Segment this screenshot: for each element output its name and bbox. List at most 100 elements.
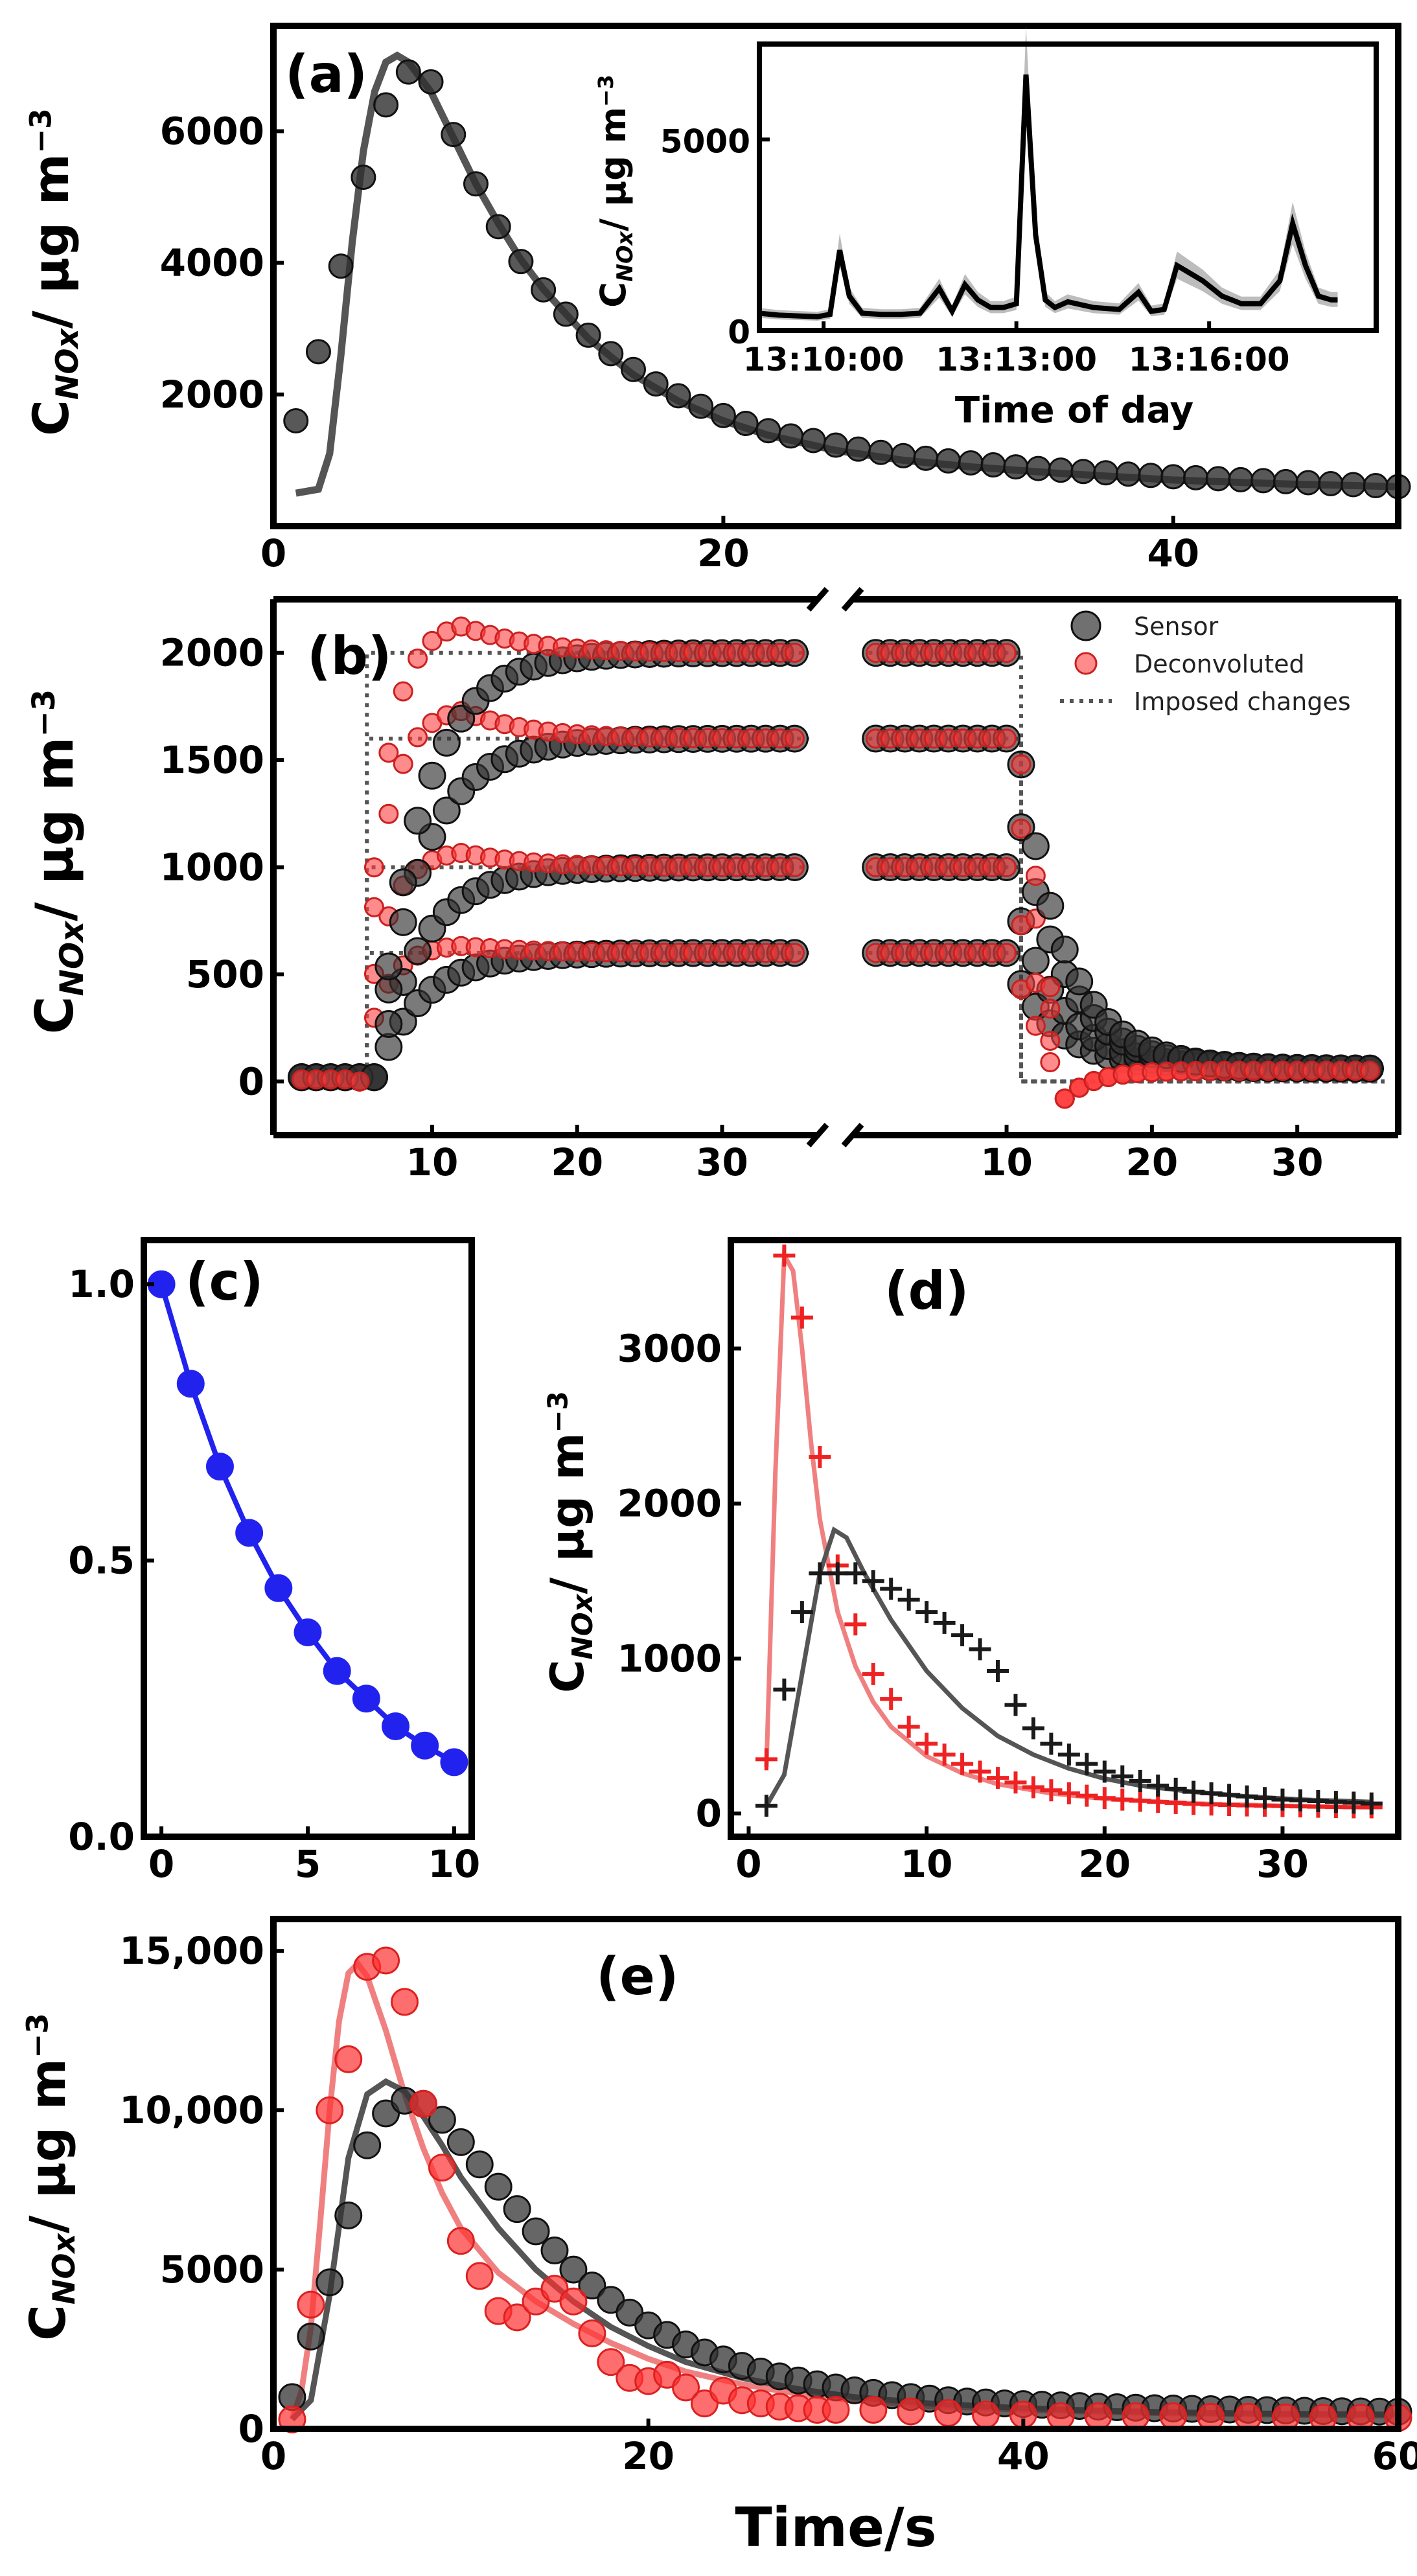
sensor-point	[1250, 468, 1276, 494]
y-tick-label: 5000	[660, 122, 750, 160]
y-axis-label: CNOx/ μg m−3	[541, 1391, 599, 1693]
sensor-point	[374, 1033, 403, 1061]
sensor-point	[485, 214, 511, 240]
weight-point	[323, 1657, 351, 1685]
sensor-point	[374, 975, 403, 1004]
sensor-point	[432, 728, 461, 757]
sensor-point	[374, 952, 403, 981]
y-axis-label: CNOx/ μg m−3	[22, 108, 86, 436]
deconvoluted-point	[409, 2089, 437, 2118]
deconvoluted-point	[363, 857, 384, 878]
weight-point	[205, 1453, 234, 1481]
sensor-point	[418, 69, 444, 95]
inset-x-axis-label: Time of day	[955, 389, 1193, 431]
sensor-marker	[880, 1578, 903, 1600]
sensor-marker	[1093, 1760, 1116, 1783]
deconvoluted-point	[363, 897, 384, 917]
deconvoluted-point	[334, 2045, 363, 2073]
sensor-point	[540, 2237, 569, 2265]
y-tick-label: 15,000	[119, 1929, 264, 1973]
deconvoluted-point	[997, 728, 1017, 749]
sensor-point	[283, 408, 309, 433]
deconvoluted-marker	[916, 1732, 938, 1755]
sensor-point	[823, 432, 849, 458]
legend-label: Deconvoluted	[1134, 650, 1305, 678]
deconvoluted-point	[1025, 866, 1046, 886]
x-tick-label: 20	[551, 1140, 603, 1184]
sensor-point	[868, 439, 893, 465]
deconvoluted-marker	[773, 1244, 796, 1267]
y-tick-label: 500	[186, 952, 264, 996]
legend-marker-deconvoluted	[1074, 652, 1098, 675]
plot-frame	[728, 1237, 1401, 1840]
sensor-point	[1070, 459, 1096, 485]
sensor-point	[553, 301, 579, 327]
panel-a: 0 20 40 2000 4000 6000 CNOx/ μg m−3 (a) 13:10:00…	[22, 23, 1411, 575]
x-tick-label: 30	[696, 1140, 748, 1184]
deconvoluted-marker	[880, 1688, 903, 1710]
deconvoluted-point	[391, 1988, 419, 2016]
deconvoluted-point	[784, 943, 805, 963]
panel-label: (e)	[596, 1946, 678, 2007]
deconvoluted-marker	[1057, 1782, 1080, 1805]
deconvoluted-marker	[844, 1613, 867, 1636]
sensor-point	[374, 1010, 403, 1039]
sensor-point	[328, 253, 354, 279]
x-tick-label: 13:16:00	[1129, 341, 1290, 378]
y-tick-label: 10,000	[119, 2088, 264, 2132]
deconvoluted-point	[784, 643, 805, 663]
deconvoluted-point	[897, 2397, 925, 2426]
deconvoluted-point	[784, 728, 805, 749]
sensor-point	[373, 92, 399, 118]
sensor-marker	[1004, 1694, 1027, 1716]
panel-label: (a)	[285, 44, 367, 104]
sensor-point	[778, 423, 804, 449]
sensor-point	[484, 2172, 513, 2201]
sensor-point	[1021, 832, 1050, 860]
deconvoluted-marker	[755, 1748, 778, 1771]
x-tick-label: 0	[260, 2434, 286, 2478]
sensor-point	[404, 807, 432, 835]
deconvoluted-marker	[1076, 1784, 1098, 1807]
deconvoluted-point	[378, 803, 399, 824]
sensor-marker	[969, 1638, 991, 1661]
deconvoluted-point	[1040, 998, 1061, 1019]
x-tick-label: 20	[1126, 1140, 1179, 1184]
sensor-marker	[916, 1601, 938, 1624]
sensor-point	[733, 411, 759, 437]
sensor-point	[446, 2128, 475, 2156]
deconvoluted-point	[1040, 1052, 1061, 1073]
deconvoluted-point	[971, 2400, 1000, 2429]
deconvoluted-point	[997, 643, 1017, 663]
deconvoluted-point	[1359, 1061, 1380, 1081]
deconvoluted-point	[1040, 1030, 1061, 1051]
sensor-point	[334, 2201, 363, 2229]
sensor-point	[1363, 473, 1388, 499]
sensor-point	[958, 450, 984, 476]
sensor-marker	[933, 1611, 956, 1634]
panel-e: 0 20 40 60 0 5000 10,000 15,000 CNOx/ μg m−3 (e) T…	[19, 1916, 1417, 2559]
sensor-point	[305, 339, 331, 365]
y-tick-label: 0.5	[68, 1539, 135, 1583]
axis-break-mark	[841, 1123, 864, 1147]
sensor-point	[1295, 470, 1321, 496]
sensor-marker	[1111, 1765, 1134, 1788]
deconvoluted-marker	[862, 1662, 884, 1685]
y-tick-label: 2000	[617, 1482, 722, 1526]
sensor-point	[465, 2150, 494, 2179]
deconvoluted-point	[503, 2303, 531, 2332]
deconvoluted-point	[1046, 2402, 1075, 2430]
deconvoluted-point	[559, 2287, 588, 2316]
panel-c: 0 5 10 0.0 0.5 1.0 (c)	[68, 1237, 480, 1886]
y-tick-label: 0	[696, 1791, 722, 1835]
deconvoluted-point	[1040, 977, 1061, 998]
legend-label: Sensor	[1134, 612, 1219, 641]
sensor-point	[389, 908, 417, 936]
sensor-point	[503, 2195, 531, 2224]
x-tick-label: 60	[1372, 2434, 1417, 2478]
deconvoluted-marker	[809, 1445, 831, 1468]
panel-label: (b)	[307, 626, 391, 686]
deconvoluted-point	[859, 2395, 888, 2424]
sensor-marker	[1022, 1717, 1044, 1740]
sensor-point	[643, 371, 669, 397]
